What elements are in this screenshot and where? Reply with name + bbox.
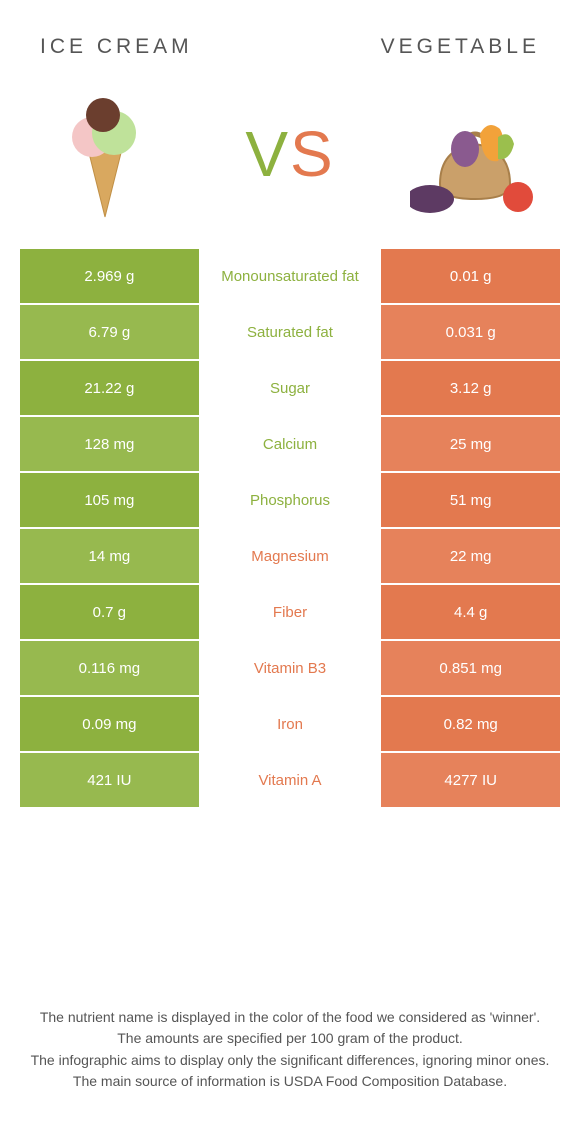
nutrient-label: Sugar: [201, 361, 380, 417]
footnote-line: The main source of information is USDA F…: [20, 1072, 560, 1092]
left-value: 0.09 mg: [20, 697, 201, 753]
nutrient-label: Magnesium: [201, 529, 380, 585]
nutrient-label: Monounsaturated fat: [201, 249, 380, 305]
table-row: 0.7 gFiber4.4 g: [20, 585, 560, 641]
footnote-line: The infographic aims to display only the…: [20, 1051, 560, 1071]
footnote-line: The amounts are specified per 100 gram o…: [20, 1029, 560, 1049]
vs-s: S: [290, 118, 335, 190]
nutrient-label: Vitamin A: [201, 753, 380, 809]
right-value: 0.01 g: [379, 249, 560, 305]
images-row: VS: [0, 79, 580, 249]
right-value: 25 mg: [379, 417, 560, 473]
right-value: 0.82 mg: [379, 697, 560, 753]
left-value: 21.22 g: [20, 361, 201, 417]
right-value: 4.4 g: [379, 585, 560, 641]
right-value: 4277 IU: [379, 753, 560, 809]
left-value: 128 mg: [20, 417, 201, 473]
left-value: 14 mg: [20, 529, 201, 585]
nutrient-label: Vitamin B3: [201, 641, 380, 697]
vs-v: V: [245, 118, 290, 190]
nutrient-label: Phosphorus: [201, 473, 380, 529]
table-row: 14 mgMagnesium22 mg: [20, 529, 560, 585]
table-row: 0.09 mgIron0.82 mg: [20, 697, 560, 753]
table-row: 2.969 gMonounsaturated fat0.01 g: [20, 249, 560, 305]
table-row: 105 mgPhosphorus51 mg: [20, 473, 560, 529]
right-food-title: VEGETABLE: [381, 35, 540, 59]
nutrient-label: Iron: [201, 697, 380, 753]
left-value: 0.116 mg: [20, 641, 201, 697]
header: ICE CREAM VEGETABLE: [0, 0, 580, 79]
nutrient-label: Saturated fat: [201, 305, 380, 361]
right-value: 0.851 mg: [379, 641, 560, 697]
table-row: 6.79 gSaturated fat0.031 g: [20, 305, 560, 361]
nutrient-label: Fiber: [201, 585, 380, 641]
left-value: 6.79 g: [20, 305, 201, 361]
table-row: 0.116 mgVitamin B30.851 mg: [20, 641, 560, 697]
left-value: 2.969 g: [20, 249, 201, 305]
comparison-table: 2.969 gMonounsaturated fat0.01 g6.79 gSa…: [20, 249, 560, 809]
footnotes: The nutrient name is displayed in the co…: [0, 1008, 580, 1094]
table-row: 21.22 gSugar3.12 g: [20, 361, 560, 417]
left-value: 105 mg: [20, 473, 201, 529]
nutrient-label: Calcium: [201, 417, 380, 473]
footnote-line: The nutrient name is displayed in the co…: [20, 1008, 560, 1028]
table-row: 421 IUVitamin A4277 IU: [20, 753, 560, 809]
vegetable-icon: [410, 89, 540, 219]
right-value: 0.031 g: [379, 305, 560, 361]
right-value: 51 mg: [379, 473, 560, 529]
right-value: 3.12 g: [379, 361, 560, 417]
table-row: 128 mgCalcium25 mg: [20, 417, 560, 473]
left-value: 0.7 g: [20, 585, 201, 641]
ice-cream-icon: [40, 89, 170, 219]
vs-label: VS: [245, 117, 334, 191]
right-value: 22 mg: [379, 529, 560, 585]
left-food-title: ICE CREAM: [40, 35, 193, 59]
left-value: 421 IU: [20, 753, 201, 809]
